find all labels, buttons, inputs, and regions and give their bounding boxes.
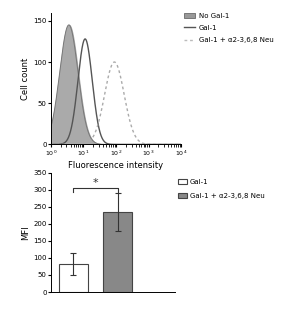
- Text: *: *: [93, 178, 98, 188]
- X-axis label: Fluorescence intensity: Fluorescence intensity: [68, 161, 164, 170]
- Legend: No Gal-1, Gal-1, Gal-1 + α2-3,6,8 Neu: No Gal-1, Gal-1, Gal-1 + α2-3,6,8 Neu: [184, 13, 273, 43]
- Legend: Gal-1, Gal-1 + α2-3,6,8 Neu: Gal-1, Gal-1 + α2-3,6,8 Neu: [178, 179, 265, 199]
- Y-axis label: MFI: MFI: [22, 225, 31, 240]
- Bar: [103, 212, 132, 292]
- Bar: [59, 264, 88, 292]
- Y-axis label: Cell count: Cell count: [22, 57, 31, 100]
